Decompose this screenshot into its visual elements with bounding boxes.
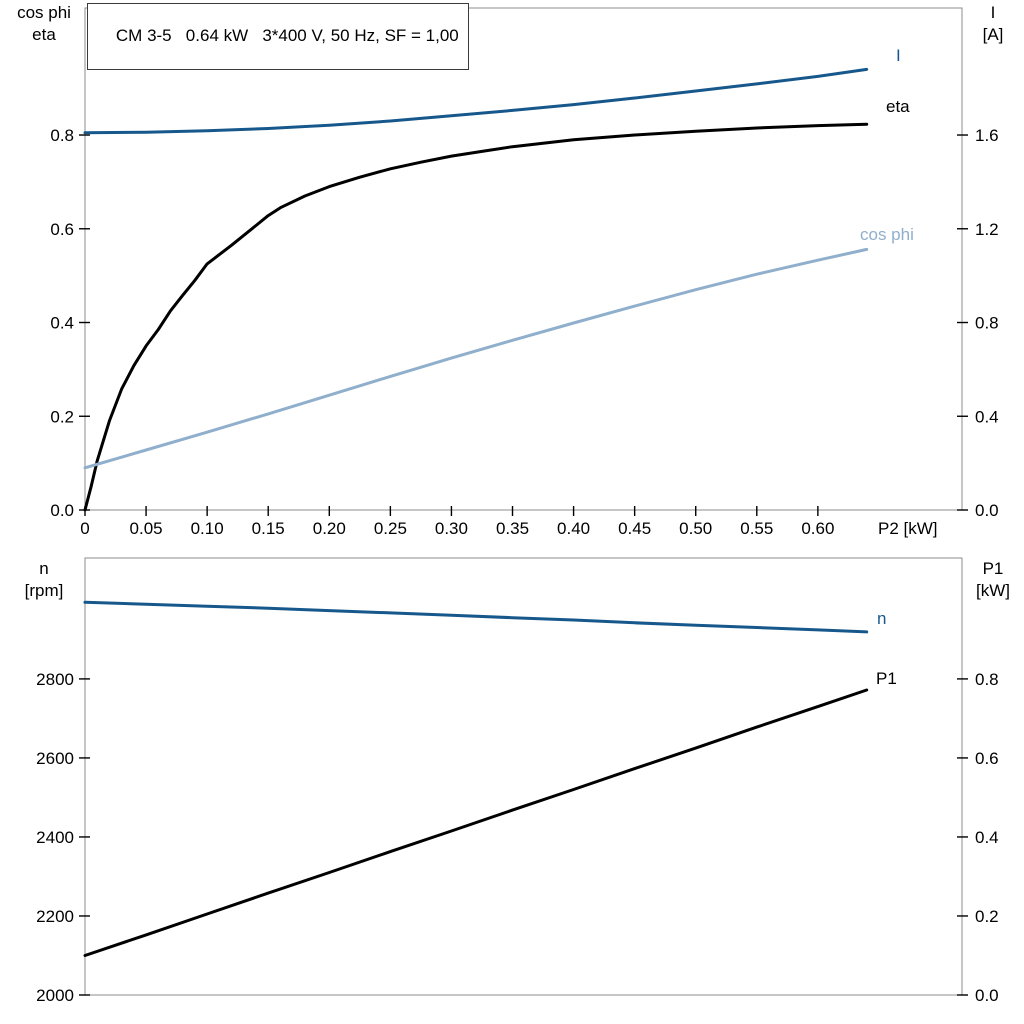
- series-curve-P1: [83, 688, 869, 957]
- series-curve-I: [83, 67, 869, 135]
- series-curve-cos-phi: [83, 247, 869, 470]
- bottom-left-axis-title: n [rpm]: [2, 558, 86, 602]
- axis-title-p1-unit: [kW]: [976, 581, 1010, 600]
- right-axis-tick-label: 0.8: [975, 670, 999, 689]
- x-axis-tick-label: 0.55: [740, 519, 773, 538]
- x-axis-tick-label: 0.60: [801, 519, 834, 538]
- top-right-axis-title: I [A]: [964, 2, 1022, 46]
- series-label-P1: P1: [876, 669, 897, 688]
- x-axis-tick-label: 0: [80, 519, 89, 538]
- series-label-eta: eta: [886, 97, 910, 116]
- x-axis-tick-label: 0.15: [252, 519, 285, 538]
- series-curve-eta: [83, 122, 869, 512]
- left-axis-tick-label: 2000: [36, 986, 74, 1005]
- right-axis-tick-label: 0.6: [975, 749, 999, 768]
- right-axis-tick-label: 0.4: [975, 828, 999, 847]
- left-axis-tick-label: 0.0: [50, 501, 74, 520]
- series-label-I: I: [896, 46, 901, 65]
- chart-title: CM 3-5 0.64 kW 3*400 V, 50 Hz, SF = 1,00: [115, 26, 459, 45]
- x-axis-label: P2 [kW]: [878, 519, 938, 538]
- axis-title-eta: eta: [32, 25, 56, 44]
- x-axis-tick-label: 0.35: [496, 519, 529, 538]
- axis-title-speed: n: [39, 559, 49, 578]
- series-curve-n: [83, 600, 869, 634]
- left-axis-tick-label: 0.4: [50, 314, 74, 333]
- series-label-n: n: [877, 609, 886, 628]
- right-axis-tick-label: 0.2: [975, 907, 999, 926]
- axis-title-current: I: [990, 3, 996, 22]
- x-axis-tick-label: 0.25: [374, 519, 407, 538]
- right-axis-tick-label: 0.8: [975, 314, 999, 333]
- left-axis-tick-label: 0.8: [50, 126, 74, 145]
- x-axis-tick-label: 0.30: [435, 519, 468, 538]
- axis-title-current-unit: [A]: [982, 25, 1004, 44]
- axis-title-cos-phi: cos phi: [17, 3, 71, 22]
- left-axis-tick-label: 0.6: [50, 220, 74, 239]
- x-axis-tick-label: 0.50: [679, 519, 712, 538]
- left-axis-tick-label: 2600: [36, 749, 74, 768]
- series-label-cos-phi: cos phi: [860, 225, 914, 244]
- left-axis-tick-label: 2400: [36, 828, 74, 847]
- x-axis-tick-label: 0.20: [313, 519, 346, 538]
- right-axis-tick-label: 1.6: [975, 126, 999, 145]
- x-axis-tick-label: 0.45: [618, 519, 651, 538]
- chart-title-box: CM 3-5 0.64 kW 3*400 V, 50 Hz, SF = 1,00: [87, 3, 469, 70]
- left-axis-tick-label: 2800: [36, 670, 74, 689]
- plot-border: [84, 7, 963, 511]
- axis-title-speed-unit: [rpm]: [24, 581, 64, 600]
- bottom-right-axis-title: P1 [kW]: [964, 558, 1022, 602]
- x-axis-tick-label: 0.40: [557, 519, 590, 538]
- right-axis-tick-label: 0.4: [975, 407, 999, 426]
- axis-title-p1: P1: [982, 559, 1004, 578]
- left-axis-tick-label: 2200: [36, 907, 74, 926]
- top-left-axis-title: cos phi eta: [2, 2, 86, 46]
- right-axis-tick-label: 0.0: [975, 986, 999, 1005]
- right-axis-tick-label: 0.0: [975, 501, 999, 520]
- x-axis-tick-label: 0.10: [191, 519, 224, 538]
- right-axis-tick-label: 1.2: [975, 220, 999, 239]
- left-axis-tick-label: 0.2: [50, 407, 74, 426]
- x-axis-tick-label: 0.05: [130, 519, 163, 538]
- plot-border: [84, 557, 963, 996]
